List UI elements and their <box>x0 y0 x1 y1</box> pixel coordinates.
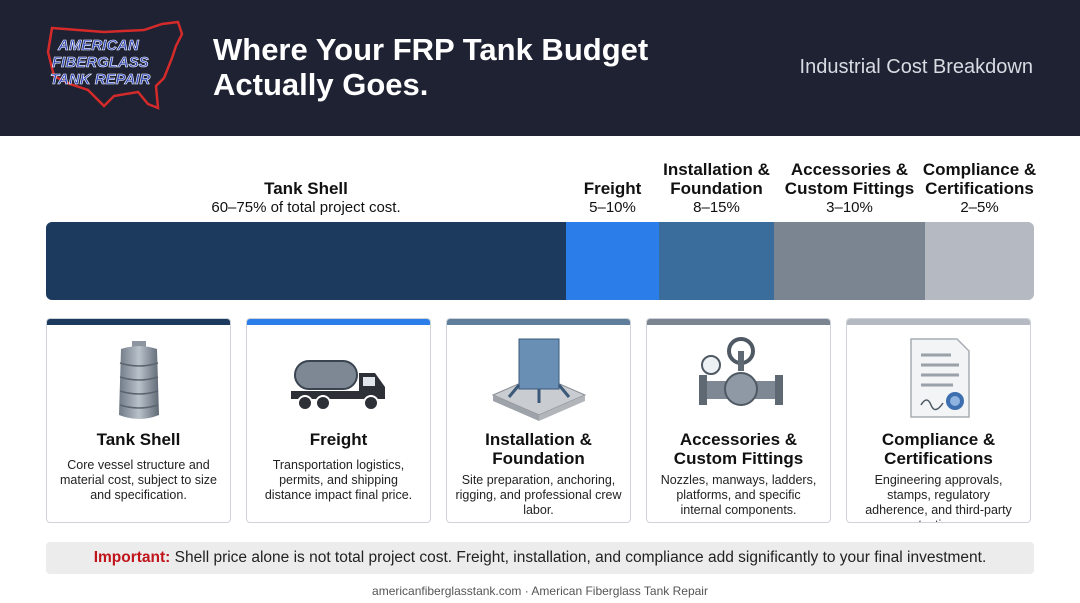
card: Accessories & Custom Fittings Nozzles, m… <box>646 318 831 523</box>
title-line: Where Your FRP Tank Budget <box>213 32 649 67</box>
segment-range: 2–5% <box>960 199 999 216</box>
card-accent <box>647 319 830 325</box>
header: AMERICAN FIBERGLASS TANK REPAIR Where Yo… <box>0 0 1080 136</box>
segment-name: Compliance & <box>922 160 1037 179</box>
cost-bar <box>46 222 1034 300</box>
bar-segment <box>659 222 774 300</box>
footer: americanfiberglasstank.com · American Fi… <box>372 584 708 598</box>
card-accent <box>247 319 430 325</box>
tank-icon <box>119 341 159 419</box>
card: Compliance & Certifications Engineering … <box>846 318 1031 523</box>
card-description: Site preparation, anchoring, rigging, an… <box>455 473 622 517</box>
segment-label: Compliance & Certifications 2–5% <box>880 160 1080 218</box>
segment-range: 5–10% <box>589 199 636 216</box>
card: Freight Transportation logistics, permit… <box>246 318 431 523</box>
valve-icon <box>699 337 783 406</box>
segment-name: Freight <box>583 179 642 198</box>
segment-label: Tank Shell 60–75% of total project cost. <box>206 179 406 218</box>
segment-name: Foundation <box>670 179 763 198</box>
card-description: Nozzles, manways, ladders, platforms, an… <box>660 473 817 517</box>
card-description: Engineering approvals, stamps, regulator… <box>865 473 1012 522</box>
card-title: Installation & Foundation <box>485 430 592 468</box>
truck-icon <box>291 360 385 411</box>
bar-segment <box>774 222 925 300</box>
card-accent <box>847 319 1030 325</box>
segment-range: 8–15% <box>693 199 740 216</box>
bar-segment <box>925 222 1034 300</box>
segment-range: 3–10% <box>826 199 873 216</box>
note: Important: Shell price alone is not tota… <box>46 542 1034 574</box>
segment-label: Freight 5–10% <box>513 179 713 218</box>
note-text: Shell price alone is not total project c… <box>174 549 987 566</box>
segment-name: Accessories & <box>790 160 909 179</box>
foundation-icon <box>491 338 587 421</box>
card-title: Compliance & Certifications <box>881 430 996 468</box>
logo-text: AMERICAN <box>57 37 140 54</box>
segment-label: Accessories & Custom Fittings 3–10% <box>750 160 950 218</box>
note-emphasis: Important: <box>93 549 171 566</box>
logo: AMERICAN FIBERGLASS TANK REPAIR <box>46 20 184 110</box>
card-title: Accessories & Custom Fittings <box>673 430 804 468</box>
segment-range: 60–75% of total project cost. <box>211 199 401 216</box>
logo-text: FIBERGLASS <box>52 54 149 71</box>
certificate-icon <box>910 338 970 418</box>
bar-segment <box>566 222 659 300</box>
segment-name: Custom Fittings <box>784 179 915 198</box>
segment-label: Installation & Foundation 8–15% <box>617 160 817 218</box>
card: Installation & Foundation Site preparati… <box>446 318 631 523</box>
card-title: Tank Shell <box>96 430 181 449</box>
card-description: Transportation logistics, permits, and s… <box>264 458 413 502</box>
segment-name: Tank Shell <box>264 179 348 198</box>
card-description: Core vessel structure and material cost,… <box>59 458 217 502</box>
bar-segment <box>46 222 566 300</box>
segment-labels: Tank Shell 60–75% of total project cost. F… <box>46 150 1036 218</box>
title-line: Actually Goes. <box>213 67 429 102</box>
segment-name: Certifications <box>925 179 1034 198</box>
card-title: Freight <box>309 430 368 449</box>
logo-text: TANK REPAIR <box>50 71 150 88</box>
subtitle: Industrial Cost Breakdown <box>799 56 1033 78</box>
card-accent <box>47 319 230 325</box>
card: Tank Shell Core vessel structure and mat… <box>46 318 231 523</box>
card-accent <box>447 319 630 325</box>
title: Where Your FRP Tank Budget Actually Goes… <box>213 32 648 102</box>
segment-name: Installation & <box>663 160 770 179</box>
